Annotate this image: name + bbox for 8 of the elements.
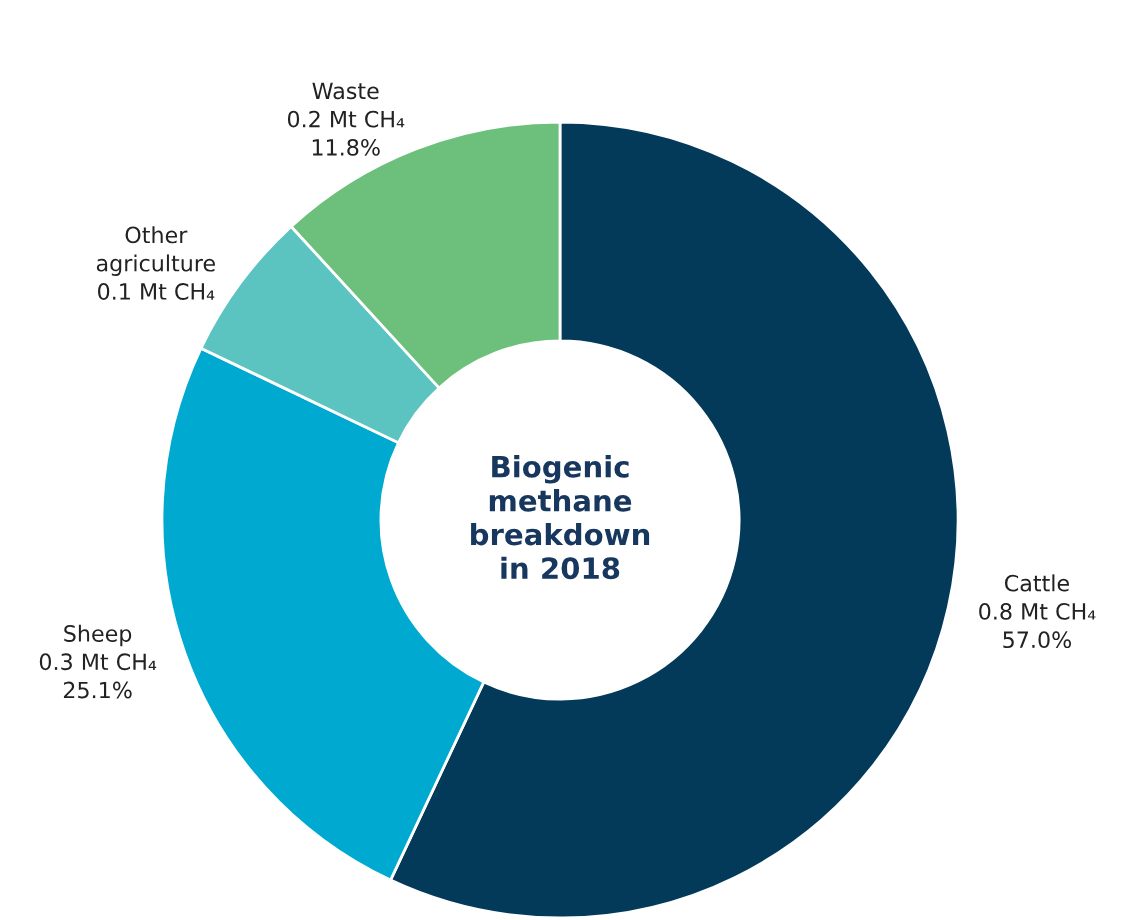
slice-label: Waste 0.2 Mt CH₄ — [287, 82, 405, 128]
data-label: 25.1% — [63, 681, 132, 699]
data-label: 11.8% — [312, 138, 380, 156]
text: Biogenic methane breakdown in 2018 — [471, 455, 650, 580]
slice-label: Other agriculture 0.1 Mt CH₄ — [96, 226, 215, 300]
slice-label: Sheep 0.3 Mt CH₄ — [39, 624, 157, 671]
slice-label: Cattle 0.8 Mt CH₄ — [979, 574, 1096, 620]
data-label: 57.0% — [1003, 631, 1072, 649]
